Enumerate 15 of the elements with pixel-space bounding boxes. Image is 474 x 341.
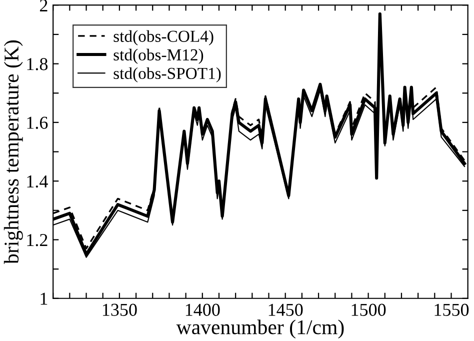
x-tick-label: 1450	[268, 304, 303, 316]
y-tick-label: 1.2	[27, 234, 48, 246]
y-axis-title: brightness temperature (K)	[4, 40, 23, 264]
x-axis-title: wavenumber (1/cm)	[176, 320, 344, 339]
y-tick-label: 1.4	[27, 175, 48, 188]
x-tick-label: 1550	[434, 304, 469, 316]
y-tick-label: 1	[40, 292, 48, 305]
x-tick-label: 1350	[102, 304, 137, 316]
legend-label: std(obs-COL4)	[114, 30, 214, 46]
legend-label: std(obs-M12)	[114, 48, 204, 64]
legend-label: std(obs-SPOT1)	[114, 67, 221, 82]
y-tick-label: 1.6	[27, 116, 48, 129]
x-tick-label: 1400	[186, 304, 220, 316]
y-tick-label: 1.8	[27, 58, 48, 70]
x-tick-label: 1500	[352, 304, 386, 316]
